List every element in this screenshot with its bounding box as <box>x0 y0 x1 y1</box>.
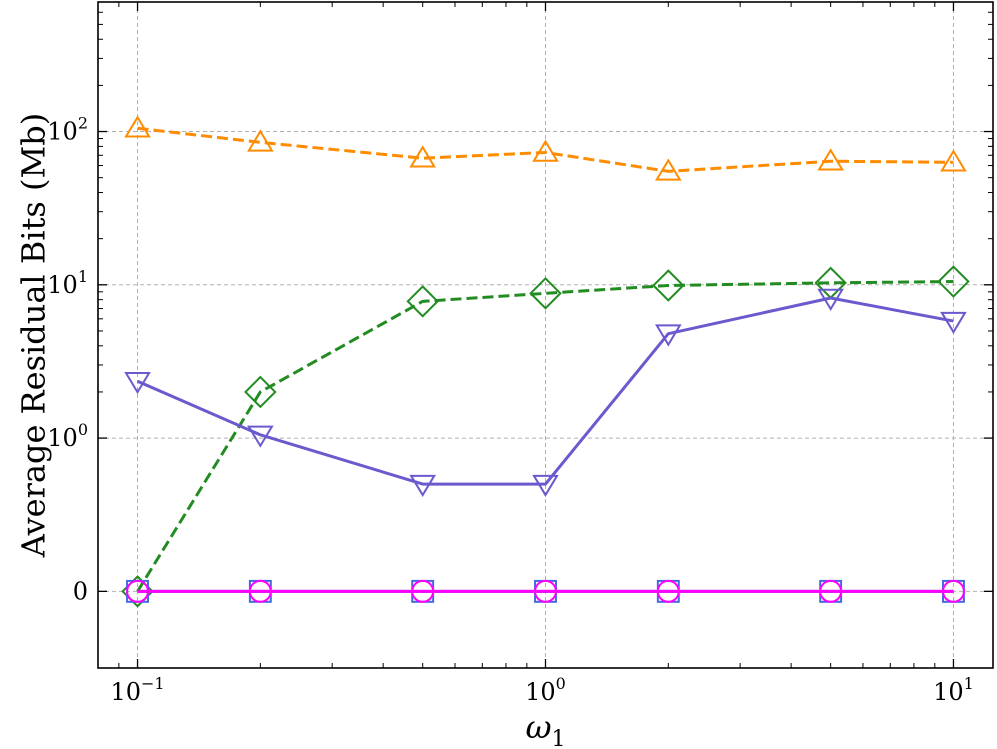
y-tick-label: 102 <box>47 114 88 146</box>
circle-marker <box>942 579 965 603</box>
y-tick-label: 101 <box>47 267 88 299</box>
series-circle <box>126 579 965 603</box>
circle-marker <box>819 579 843 603</box>
y-tick-exponent: 1 <box>78 267 88 286</box>
triangle-down-marker <box>532 474 559 498</box>
y-tick-label: 100 <box>47 420 88 452</box>
x-axis-label-subscript: 1 <box>552 727 566 749</box>
triangle-up-marker <box>817 148 844 171</box>
triangle-down-marker <box>124 371 151 395</box>
triangle-up-marker <box>124 115 151 138</box>
triangle-down-marker <box>409 474 437 498</box>
series-layer <box>121 115 970 608</box>
circle-marker <box>534 579 557 603</box>
triangle-down-marker <box>654 324 682 347</box>
triangle-up-marker <box>532 139 559 162</box>
series-line <box>137 126 954 173</box>
diamond-marker <box>652 269 685 302</box>
x-tick-base: 10 <box>933 678 964 706</box>
triangle-down-marker <box>940 311 967 335</box>
diamond-marker <box>529 277 562 310</box>
x-tick-label: 101 <box>933 674 974 706</box>
y-tick-exponent: 0 <box>78 420 88 439</box>
y-tick-base: 10 <box>47 118 78 146</box>
grid-lines <box>98 2 993 668</box>
triangle-down-marker <box>817 288 844 311</box>
series-line <box>136 280 954 593</box>
y-tick-base: 10 <box>47 424 78 452</box>
x-tick-exponent: −1 <box>141 674 165 693</box>
x-tick-base: 10 <box>110 678 141 706</box>
triangle-up-marker <box>940 149 967 172</box>
triangle-up-marker <box>247 129 274 152</box>
x-tick-label: 100 <box>525 674 566 706</box>
x-tick-exponent: 1 <box>964 674 974 693</box>
series-line <box>136 296 954 486</box>
triangle-down-marker <box>247 425 274 448</box>
x-axis-label: ω1 <box>525 708 565 749</box>
series-triangle-up <box>124 115 967 181</box>
y-tick-base: 0 <box>73 577 88 605</box>
diamond-marker <box>937 265 970 298</box>
triangle-up-marker <box>654 158 682 181</box>
series-triangle-down <box>124 288 967 498</box>
triangle-up-marker <box>409 145 437 168</box>
diamond-marker <box>406 285 439 318</box>
diamond-marker <box>244 375 277 409</box>
circle-marker <box>656 579 680 603</box>
tick-marks <box>98 2 993 668</box>
circle-marker <box>126 579 149 603</box>
y-tick-label: 0 <box>73 577 88 605</box>
circle-marker <box>248 579 272 603</box>
y-tick-base: 10 <box>47 271 78 299</box>
x-tick-label: 10−1 <box>110 674 164 706</box>
x-tick-exponent: 0 <box>556 674 566 693</box>
y-tick-exponent: 2 <box>78 114 88 133</box>
circle-marker <box>411 579 435 603</box>
x-axis-label-symbol: ω <box>525 708 551 746</box>
x-tick-base: 10 <box>525 678 556 706</box>
y-axis-label: Average Residual Bits (Mb) <box>15 113 53 558</box>
